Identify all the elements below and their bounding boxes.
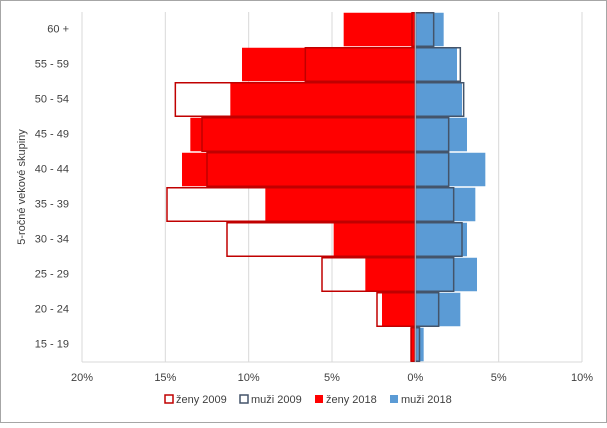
legend-marker: [164, 394, 174, 404]
legend-label: ženy 2009: [176, 394, 227, 406]
y-tick-label: 35 - 39: [35, 198, 69, 210]
y-tick-label: 20 - 24: [35, 303, 69, 315]
y-tick-label: 30 - 34: [35, 233, 69, 245]
x-tick-label: 5%: [491, 372, 507, 384]
x-tick-label: 5%: [324, 372, 340, 384]
bar: [415, 82, 462, 117]
y-tick-label: 60 +: [47, 23, 69, 35]
legend-marker: [315, 395, 323, 403]
bar: [333, 222, 416, 257]
y-tick-label: 40 - 44: [35, 163, 69, 175]
bar: [415, 152, 486, 187]
legend-marker: [390, 395, 398, 403]
x-tick-label: 0%: [407, 372, 423, 384]
bar: [415, 47, 457, 82]
bar: [230, 82, 416, 117]
bar: [343, 12, 416, 47]
legend-marker: [239, 394, 249, 404]
bar: [415, 222, 467, 257]
legend-label: ženy 2018: [326, 394, 377, 406]
bar: [415, 12, 444, 47]
y-axis-label: 5-ročné vekové skupiny: [16, 129, 28, 245]
bar: [182, 152, 416, 187]
bar: [190, 117, 416, 152]
x-tick-label: 20%: [71, 372, 93, 384]
x-tick-label: 10%: [238, 372, 260, 384]
y-tick-label: 45 - 49: [35, 128, 69, 140]
bar: [410, 327, 416, 362]
bar: [415, 187, 476, 222]
bar: [415, 257, 477, 292]
x-tick-label: 15%: [154, 372, 176, 384]
bar: [365, 257, 416, 292]
bar: [415, 292, 461, 327]
bar: [382, 292, 416, 327]
y-tick-label: 15 - 19: [35, 338, 69, 350]
y-tick-label: 55 - 59: [35, 58, 69, 70]
legend-label: muži 2018: [401, 394, 452, 406]
y-tick-label: 50 - 54: [35, 93, 69, 105]
bar: [415, 117, 467, 152]
legend-label: muži 2009: [251, 394, 302, 406]
y-tick-label: 25 - 29: [35, 268, 69, 280]
bar: [242, 47, 416, 82]
x-tick-label: 10%: [571, 372, 593, 384]
bar: [265, 187, 416, 222]
